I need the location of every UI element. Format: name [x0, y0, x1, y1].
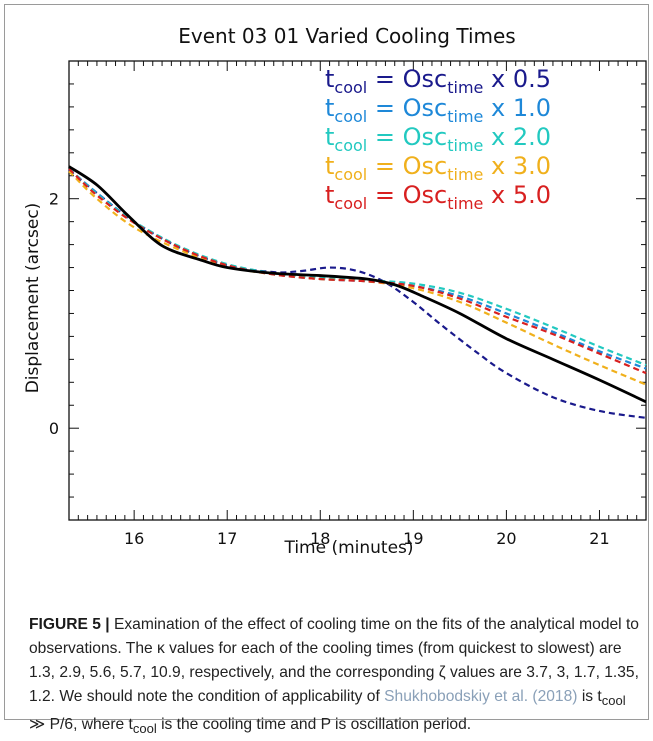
caption-sub-2: cool — [132, 721, 157, 737]
y-axis-label: Displacement (arcsec) — [23, 203, 43, 394]
x-tick-label: 20 — [496, 529, 516, 548]
caption-text-4: is the cooling time and P is oscillation… — [161, 716, 472, 734]
axes: 16 17 18 19 20 21 0 2 — [49, 60, 647, 548]
caption-text-3: ≫ P/6, where t — [29, 716, 133, 734]
legend-entry: tcool = Osctime x 0.5 — [325, 65, 551, 97]
y-tick-label: 0 — [49, 419, 59, 438]
x-tick-label: 19 — [403, 529, 423, 548]
legend-entry: tcool = Osctime x 5.0 — [325, 181, 551, 213]
chart-title: Event 03 01 Varied Cooling Times — [178, 24, 515, 48]
caption-label: FIGURE 5 | — [29, 616, 110, 633]
x-tick-label: 16 — [124, 529, 144, 548]
legend-entry: tcool = Osctime x 2.0 — [325, 123, 551, 155]
figure-caption: FIGURE 5 | Examination of the effect of … — [29, 613, 639, 741]
y-tick-label: 2 — [49, 190, 59, 209]
figure-frame: Event 03 01 Varied Cooling Times 16 17 18 1… — [4, 4, 649, 736]
x-tick-label: 18 — [310, 529, 330, 548]
plot-frame — [68, 60, 647, 521]
x-axis-label: Time (minutes) — [283, 538, 413, 558]
legend-entry: tcool = Osctime x 3.0 — [325, 152, 551, 184]
series-line — [68, 168, 647, 375]
chart: Event 03 01 Varied Cooling Times 16 17 18 1… — [23, 24, 647, 558]
legend-entry: tcool = Osctime x 1.0 — [325, 94, 551, 126]
x-tick-label: 17 — [217, 529, 237, 548]
caption-text: Examination of the effect of cooling tim… — [29, 616, 639, 705]
citation-link[interactable]: Shukhobodskiy et al. (2018) — [384, 688, 578, 705]
series-lines — [68, 165, 647, 419]
caption-sub-1: cool — [601, 693, 626, 709]
x-tick-label: 21 — [589, 529, 609, 548]
series-line — [68, 165, 647, 404]
caption-text-2: is t — [581, 688, 602, 705]
